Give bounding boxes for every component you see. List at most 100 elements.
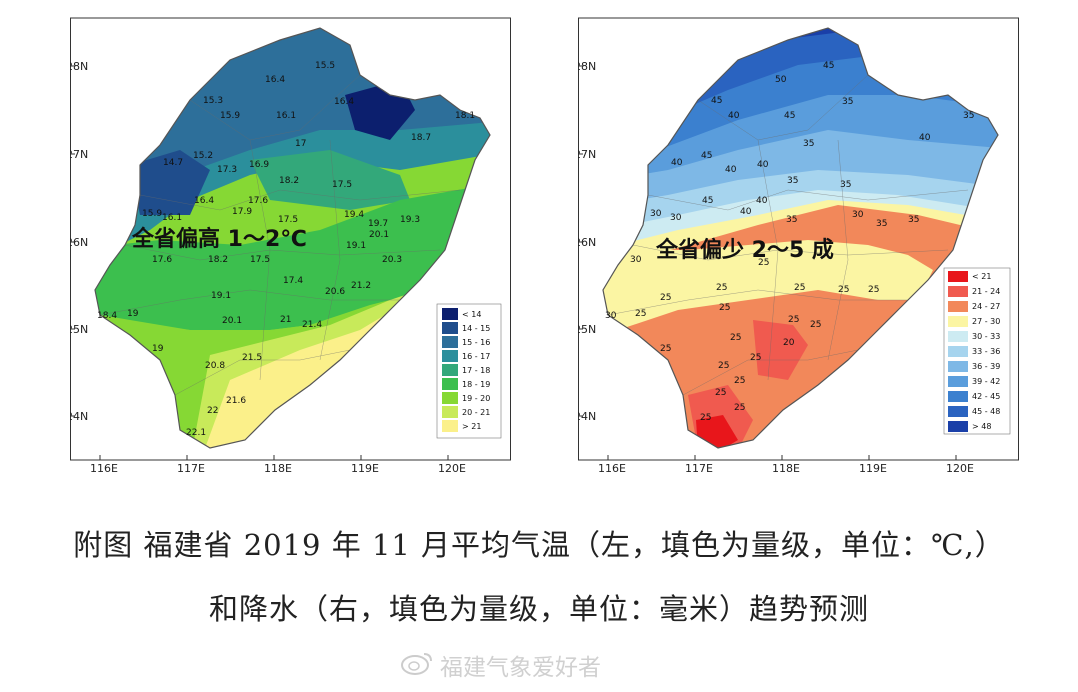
station-value: 20.1 (222, 316, 242, 326)
precipitation-headline: 全省偏少 2～5 成 (655, 237, 834, 263)
lat-label-24n: 24N (578, 410, 596, 423)
legend-label: 30 - 33 (972, 332, 1000, 341)
legend-label: 18 - 19 (462, 380, 490, 389)
station-value: 35 (876, 219, 887, 229)
lat-label-26n: 26N (70, 236, 88, 249)
legend-item: < 21 (948, 271, 991, 282)
station-value: 30 (630, 255, 642, 265)
lon-label-119e: 119E (351, 462, 379, 475)
legend-swatch (442, 322, 458, 334)
station-value: 19.1 (211, 291, 231, 301)
station-value: 40 (725, 165, 737, 175)
station-value: 16.4 (334, 97, 354, 107)
legend-label: 20 - 21 (462, 408, 490, 417)
lon-label-117e: 117E (177, 462, 205, 475)
lat-label-28n: 28N (578, 60, 596, 73)
lon-label-120e: 120E (438, 462, 466, 475)
legend-label: 24 - 27 (972, 302, 1000, 311)
station-value: 45 (784, 111, 795, 121)
legend-label: 14 - 15 (462, 324, 490, 333)
station-value: 17 (295, 139, 306, 149)
station-value: 15.9 (142, 209, 162, 219)
legend-item: 39 - 42 (948, 376, 1000, 387)
watermark-text: 福建气象爱好者 (440, 655, 601, 681)
station-value: 19.1 (346, 241, 366, 251)
lat-label-26n: 26N (578, 236, 596, 249)
lon-label-120e: 120E (946, 462, 974, 475)
legend-item: 33 - 36 (948, 346, 1000, 357)
station-value: 40 (728, 111, 740, 121)
station-value: 21.4 (302, 320, 322, 330)
legend-swatch (948, 421, 968, 432)
station-value: 19 (127, 309, 139, 319)
station-value: 40 (756, 196, 768, 206)
station-value: 25 (810, 320, 821, 330)
station-value: 40 (740, 207, 752, 217)
station-value: 19 (152, 344, 164, 354)
station-value: 21.6 (226, 396, 246, 406)
precipitation-map: 28N 27N 26N 25N 24N 45 50 45 40 45 35 40… (578, 17, 1019, 461)
legend-swatch (442, 420, 458, 432)
legend-swatch (442, 364, 458, 376)
legend-label: 33 - 36 (972, 347, 1000, 356)
station-value: 18.1 (455, 111, 475, 121)
station-value: 25 (794, 283, 805, 293)
legend-item: 45 - 48 (948, 406, 1000, 417)
precipitation-legend: < 21 21 - 24 24 - 27 27 - 30 30 - 33 33 … (943, 267, 1011, 435)
station-value: 16.1 (276, 111, 296, 121)
legend-item: 24 - 27 (948, 301, 1000, 312)
legend-item: 20 - 21 (442, 406, 490, 418)
station-value: 17.6 (152, 255, 172, 265)
legend-item: 36 - 39 (948, 361, 1000, 372)
legend-swatch (442, 336, 458, 348)
station-value: 25 (719, 303, 730, 313)
station-value: 19.4 (344, 210, 364, 220)
lon-label-118e: 118E (772, 462, 800, 475)
legend-label: > 21 (462, 422, 481, 431)
legend-item: 21 - 24 (948, 286, 1000, 297)
lat-label-24n: 24N (70, 410, 88, 423)
lat-label-25n: 25N (70, 323, 88, 336)
station-value: 19.7 (368, 219, 388, 229)
lat-label-25n: 25N (578, 323, 596, 336)
station-value: 15.5 (315, 61, 335, 71)
legend-swatch (442, 406, 458, 418)
legend-swatch (948, 316, 968, 327)
station-value: 19.3 (400, 215, 420, 225)
lat-label-27n: 27N (70, 148, 88, 161)
station-value: 25 (750, 353, 761, 363)
station-value: 35 (786, 215, 797, 225)
station-value: 21.2 (351, 281, 371, 291)
legend-label: < 21 (972, 272, 991, 281)
lon-label-116e: 116E (90, 462, 118, 475)
temperature-headline: 全省偏高 1～2℃ (131, 226, 307, 252)
legend-item: 27 - 30 (948, 316, 1000, 327)
station-value: 17.9 (232, 207, 252, 217)
legend-label: 36 - 39 (972, 362, 1000, 371)
legend-label: 15 - 16 (462, 338, 490, 347)
station-value: 20.6 (325, 287, 345, 297)
legend-label: 19 - 20 (462, 394, 490, 403)
legend-swatch (948, 331, 968, 342)
legend-label: 27 - 30 (972, 317, 1000, 326)
station-value: 25 (716, 283, 727, 293)
legend-swatch (948, 346, 968, 357)
station-value: 25 (700, 413, 711, 423)
legend-swatch (948, 361, 968, 372)
caption-line-2: 和降水（右，填色为量级，单位：毫米）趋势预测 (208, 592, 869, 626)
station-value: 18.2 (208, 255, 228, 265)
station-value: 17.5 (332, 180, 352, 190)
station-value: 35 (840, 180, 851, 190)
temperature-legend: < 14 14 - 15 15 - 16 16 - 17 17 - 18 18 … (436, 303, 502, 439)
legend-swatch (948, 286, 968, 297)
station-value: 21.5 (242, 353, 262, 363)
legend-item: 18 - 19 (442, 378, 490, 390)
weibo-logo-icon (401, 653, 432, 675)
station-value: 20 (783, 338, 795, 348)
legend-label: < 14 (462, 310, 481, 319)
station-value: 20.1 (369, 230, 389, 240)
lon-label-118e: 118E (264, 462, 292, 475)
lon-label-119e: 119E (859, 462, 887, 475)
station-value: 18.2 (279, 176, 299, 186)
legend-item: 15 - 16 (442, 336, 490, 348)
